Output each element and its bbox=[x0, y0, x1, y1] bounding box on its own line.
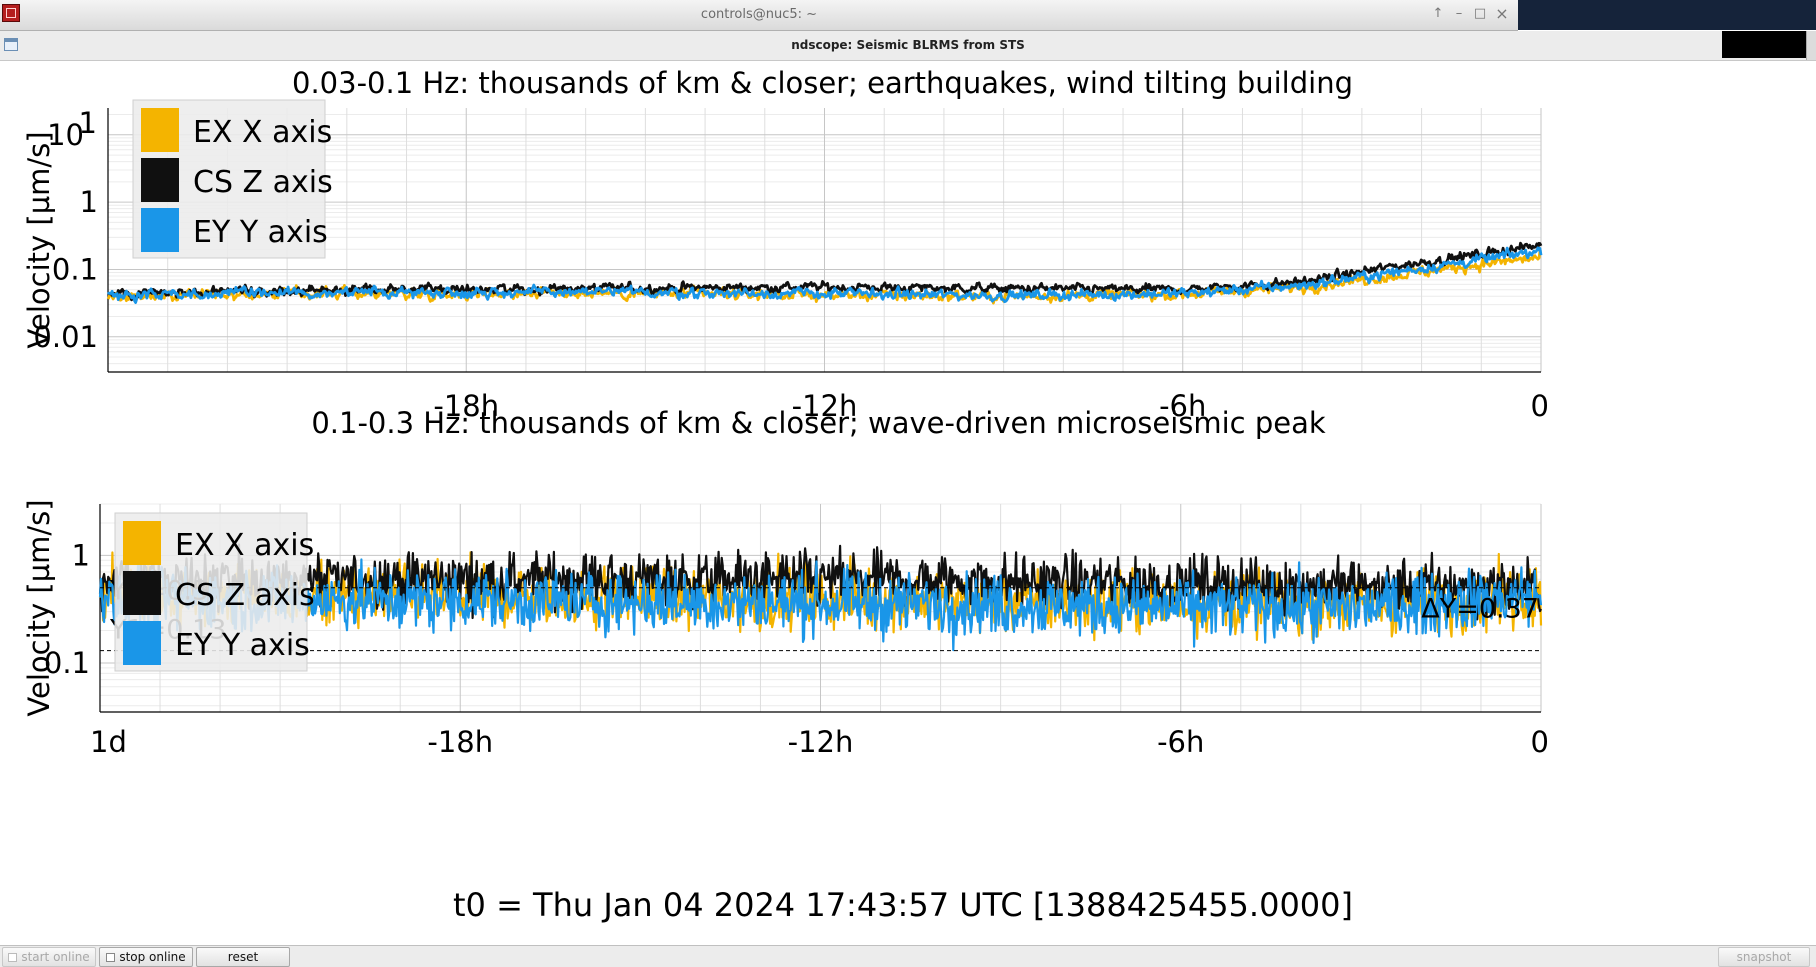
panel1-legend-entry-1: EX X axis bbox=[193, 115, 332, 150]
panel1-y-tick-label: 0.1 bbox=[52, 252, 98, 286]
panel1-x-tick-label: -6h bbox=[1159, 389, 1206, 423]
terminal-window-title: controls@nuc5: ~ bbox=[700, 7, 818, 22]
panel1-legend-entry-2: CS Z axis bbox=[193, 165, 333, 200]
panel1-y-tick-label: 0.01 bbox=[33, 320, 98, 354]
window-edge bbox=[1806, 31, 1816, 60]
panel2-legend-swatch-3 bbox=[123, 621, 161, 665]
panel1-legend-swatch-1 bbox=[141, 108, 179, 152]
desktop-background bbox=[1518, 0, 1816, 30]
panel1-y-axis-label: Velocity [µm/s] bbox=[22, 131, 56, 348]
panel1-x-tick-label: 0 bbox=[1531, 389, 1549, 423]
ndscope-plot-area[interactable]: EX X axis CS Z axis EY Y axis 0.03-0.1 Hz: … bbox=[0, 60, 1816, 945]
panel1-series-ey-y-axis bbox=[106, 246, 1543, 305]
panel1-y-tick-label: 10 bbox=[47, 118, 84, 152]
panel2-legend-entry-3: EY Y axis bbox=[175, 628, 310, 663]
panel2-x-tick-label: 0 bbox=[1531, 725, 1549, 759]
window-menu-icon[interactable] bbox=[4, 38, 18, 51]
delta-y-label: ΔY=0.37 bbox=[1421, 594, 1539, 625]
panel1-x-tick-label: -12h bbox=[792, 389, 858, 423]
pin-icon[interactable]: ↑ bbox=[1432, 6, 1444, 21]
panel2-legend-swatch-1 bbox=[123, 521, 161, 565]
reset-button[interactable]: reset bbox=[196, 947, 290, 967]
reset-label: reset bbox=[227, 950, 259, 964]
terminal-app-icon[interactable] bbox=[2, 4, 20, 22]
title-bar-black-region bbox=[1722, 31, 1806, 58]
stop-online-label: stop online bbox=[119, 950, 186, 964]
panel2-y-tick-label: 1 bbox=[72, 538, 90, 572]
panel2-y-tick-label: 0.1 bbox=[44, 646, 90, 680]
stop-online-checkbox-icon bbox=[106, 953, 116, 962]
panel2-legend-entry-1: EX X axis bbox=[175, 528, 314, 563]
t0-timestamp-label: t0 = Thu Jan 04 2024 17:43:57 UTC [13884… bbox=[453, 886, 1353, 924]
panel1-legend-swatch-3 bbox=[141, 208, 179, 252]
panel1-title: 0.03-0.1 Hz: thousands of km & closer; e… bbox=[292, 66, 1353, 100]
panel2-series-ey-y-axis bbox=[98, 558, 1543, 652]
terminal-title-bar: controls@nuc5: ~ ↑ – □ × bbox=[0, 0, 1518, 31]
panel2-x-tick-label: -12h bbox=[788, 725, 854, 759]
panel1-y-tick-exponent: 1 bbox=[79, 106, 97, 140]
panel2-x-tick-label: -18h bbox=[427, 725, 493, 759]
panel2-legend-swatch-2 bbox=[123, 571, 161, 615]
panel2-legend-entry-2: CS Z axis bbox=[175, 578, 315, 613]
stop-online-button[interactable]: stop online bbox=[99, 947, 193, 967]
panel2-y-axis-label: Velocity [µm/s] bbox=[22, 499, 56, 716]
panel2-title: 0.1-0.3 Hz: thousands of km & closer; wa… bbox=[311, 406, 1326, 440]
panel1-y-tick-label: 1 bbox=[80, 185, 98, 219]
close-icon[interactable]: × bbox=[1495, 4, 1509, 23]
minimize-icon[interactable]: – bbox=[1455, 6, 1463, 21]
snapshot-label: snapshot bbox=[1736, 950, 1792, 964]
panel2-x-tick-label: 1d bbox=[90, 725, 127, 759]
ndscope-title-bar: ndscope: Seismic BLRMS from STS bbox=[0, 31, 1816, 61]
panel2-x-tick-label: -6h bbox=[1157, 725, 1204, 759]
panel1-legend-entry-3: EY Y axis bbox=[193, 215, 328, 250]
ndscope-window-title: ndscope: Seismic BLRMS from STS bbox=[791, 38, 1025, 52]
start-online-checkbox-icon bbox=[8, 953, 18, 962]
panel1-legend-swatch-2 bbox=[141, 158, 179, 202]
start-online-button[interactable]: start online bbox=[2, 947, 96, 967]
panel1-x-tick-label: -18h bbox=[433, 389, 499, 423]
snapshot-button[interactable]: snapshot bbox=[1718, 947, 1810, 967]
start-online-label: start online bbox=[21, 950, 90, 964]
bottom-toolbar: start online stop online reset snapshot bbox=[0, 945, 1816, 967]
maximize-icon[interactable]: □ bbox=[1473, 6, 1487, 21]
